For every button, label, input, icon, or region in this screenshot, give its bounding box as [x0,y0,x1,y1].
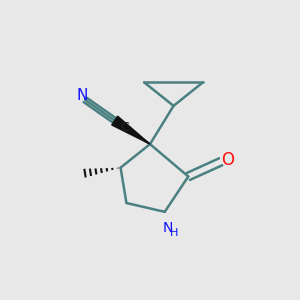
Polygon shape [112,116,150,144]
Text: H: H [170,228,178,238]
Text: N: N [163,221,173,235]
Text: O: O [221,151,235,169]
Text: N: N [76,88,88,103]
Text: C: C [121,122,129,134]
